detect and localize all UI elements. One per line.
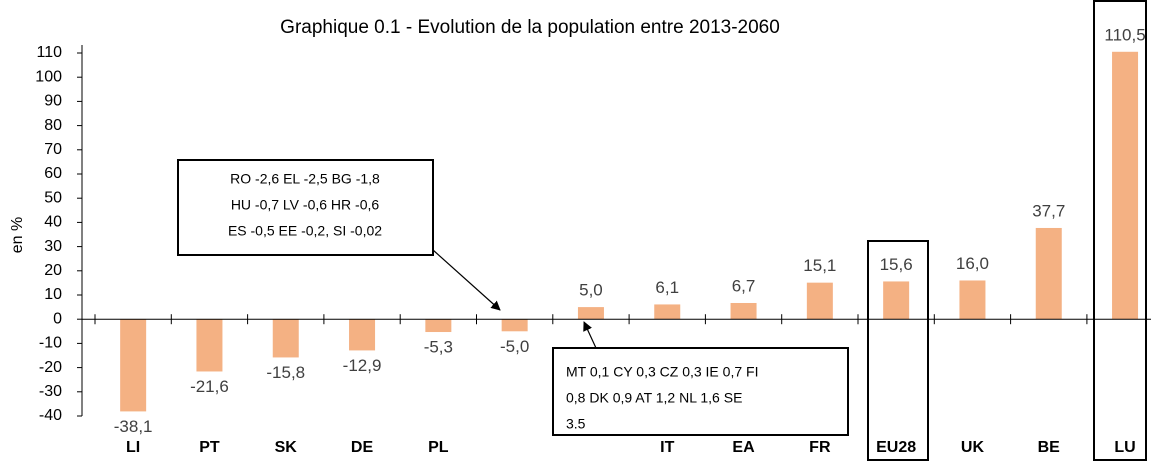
chart-title: Graphique 0.1 - Evolution de la populati… [280, 17, 780, 38]
y-tick-label: 20 [44, 262, 62, 279]
annotation-box [177, 159, 434, 256]
bar [959, 280, 986, 320]
y-tick-label: 60 [44, 165, 62, 182]
value-label: 6,1 [655, 278, 679, 297]
x-tick-label: EU28 [876, 439, 916, 456]
value-label: 15,1 [803, 256, 836, 275]
y-tick-label: 10 [44, 286, 62, 303]
x-tick-label: FR [809, 439, 831, 456]
x-tick-label: EA [732, 439, 755, 456]
bar [425, 319, 452, 333]
value-label: -21,6 [190, 377, 229, 396]
x-tick-label: PT [199, 439, 220, 456]
bar [272, 319, 299, 358]
x-tick-label: PL [428, 439, 449, 456]
x-tick-label: IT [660, 439, 674, 456]
x-tick-label: UK [961, 439, 985, 456]
y-tick-label: 40 [44, 214, 62, 231]
annotation-arrow [432, 249, 501, 311]
value-label: 37,7 [1032, 201, 1065, 220]
x-tick-label: LU [1114, 439, 1135, 456]
highlight-box [1093, 0, 1147, 461]
bar [883, 281, 910, 320]
annotation-text: 3.5 [566, 416, 586, 432]
bar [196, 319, 223, 372]
value-label: -12,9 [343, 356, 382, 375]
bar [349, 319, 376, 351]
annotation-text: 0,8 DK 0,9 AT 1,2 NL 1,6 SE [566, 390, 742, 406]
annotation-arrow [583, 321, 597, 349]
x-tick-label: DE [351, 439, 374, 456]
y-tick-label: 0 [53, 310, 62, 327]
x-tick-label: SK [275, 439, 298, 456]
x-tick-label: BE [1038, 439, 1061, 456]
y-tick-label: 90 [44, 93, 62, 110]
y-tick-label: 110 [36, 44, 62, 61]
highlight-box [867, 240, 929, 461]
bar [1035, 227, 1062, 320]
y-tick-label: 100 [35, 68, 62, 85]
value-label: -5,0 [500, 337, 529, 356]
annotation-text: HU -0,7 LV -0,6 HR -0,6 [231, 197, 380, 213]
annotation-text: MT 0,1 CY 0,3 CZ 0,3 IE 0,7 FI [566, 364, 758, 380]
value-label: -38,1 [114, 417, 153, 436]
bar [730, 302, 757, 320]
y-tick-label: 50 [44, 189, 62, 206]
bar [577, 307, 604, 320]
x-tick-label: LI [126, 439, 140, 456]
bar [501, 319, 528, 332]
bar [1112, 51, 1139, 320]
value-label: 110,5 [1104, 25, 1145, 44]
value-label: 5,0 [579, 281, 603, 300]
value-label: -15,8 [266, 363, 305, 382]
annotation-text: RO -2,6 EL -2,5 BG -1,8 [230, 171, 380, 187]
y-tick-label: -10 [39, 335, 62, 352]
value-label: 16,0 [956, 254, 989, 273]
annotation-text: ES -0,5 EE -0,2, SI -0,02 [228, 223, 382, 239]
y-axis-label: en % [9, 217, 26, 253]
y-tick-label: 80 [44, 117, 62, 134]
y-tick-label: -30 [39, 383, 62, 400]
y-tick-label: -40 [39, 407, 62, 424]
bar [654, 304, 681, 320]
value-label: 15,6 [880, 255, 913, 274]
bar [120, 319, 147, 412]
y-tick-label: -20 [39, 359, 62, 376]
bar [806, 282, 833, 320]
value-label: -5,3 [424, 338, 453, 357]
y-tick-label: 70 [44, 141, 62, 158]
value-label: 6,7 [732, 276, 756, 295]
annotation-box [552, 347, 849, 436]
y-tick-label: 30 [44, 238, 62, 255]
